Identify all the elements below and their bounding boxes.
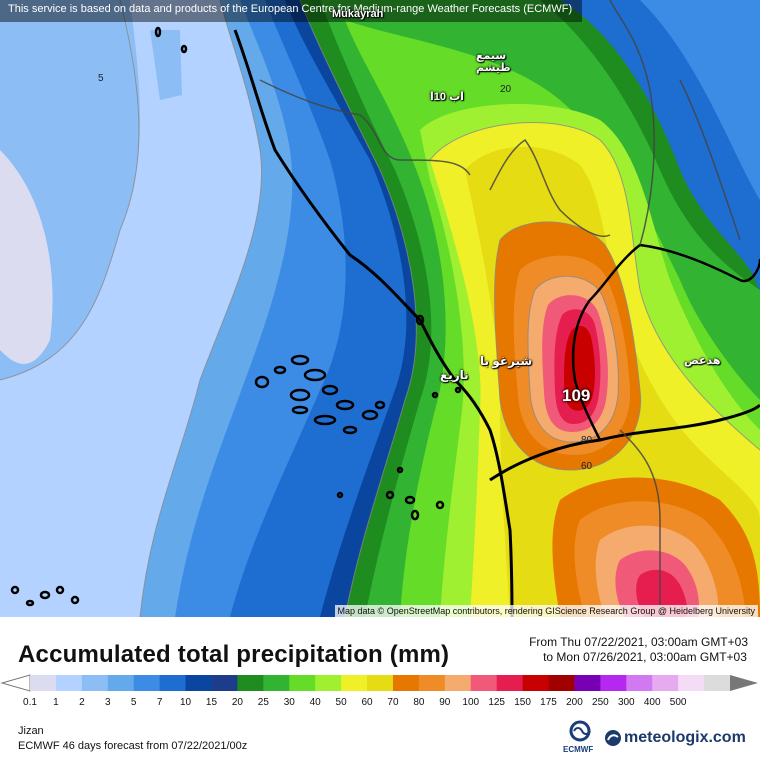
scale-arrow-right [730,675,758,691]
scale-swatch [704,675,731,691]
scale-swatch [289,675,316,691]
scale-tick-label: 175 [540,697,557,708]
scale-tick-label: 2 [79,697,85,708]
place-label-4: ناريغ [440,368,469,382]
scale-swatch [185,675,212,691]
scale-swatch [81,675,109,691]
scale-swatch [133,675,161,691]
legend-panel: Accumulated total precipitation (mm) Fro… [0,617,760,760]
scale-swatch [107,675,135,691]
scale-tick-label: 40 [309,697,321,708]
scale-swatch [574,675,601,691]
scale-swatch [55,675,83,691]
place-label-3: شيرغو با [480,354,533,368]
contour-label: 5 [98,73,104,84]
scale-tick-label: 300 [617,697,635,708]
scale-swatch [496,675,524,691]
color-scale-ticks: 0.1 1 2 3 5 7 10 15 20 25 30 40 50 60 70 80 90 100 125 150 1… [0,697,760,711]
scale-tick-label: 100 [462,697,480,708]
scale-tick-label: 250 [592,697,609,708]
scale-swatch [470,675,498,691]
scale-tick-label: 1 [53,697,59,708]
max-value-label: 109 [562,386,591,405]
precipitation-map[interactable]: This service is based on data and produc… [0,0,760,617]
scale-swatch [30,675,57,691]
scale-swatch [211,675,238,691]
scale-swatch [159,675,187,691]
location-label: Jizan [18,725,44,737]
map-attribution[interactable]: Map data © OpenStreetMap contributors, r… [334,605,758,617]
scale-tick-label: 90 [439,697,451,708]
scale-tick-label: 30 [283,697,295,708]
scale-swatch [444,675,472,691]
ecmwf-logo-text: ECMWF [563,745,594,754]
place-label-1: سيمع طيشم [476,50,511,74]
scale-tick-label: 7 [156,697,163,708]
scale-tick-label: 25 [257,697,269,708]
ecmwf-notice: This service is based on data and produc… [0,0,583,22]
meteologix-brand[interactable]: meteologix.com [624,729,746,746]
scale-tick-label: 10 [179,697,192,708]
scale-tick-label: 125 [488,697,505,708]
contour-label: 20 [500,84,512,95]
scale-tick-label: 3 [104,697,111,708]
scale-swatch [600,675,627,691]
scale-swatch [522,675,550,691]
scale-swatch [548,675,575,691]
scale-tick-label: 15 [205,697,218,708]
model-run-label: ECMWF 46 days forecast from 07/22/2021/0… [18,740,248,752]
place-label-5: هدعص [684,355,721,367]
scale-swatch [678,675,705,691]
scale-tick-label: 80 [413,697,425,708]
scale-arrow-left [0,674,31,692]
place-label-mukayrah: Mukayrah [332,8,384,20]
ecmwf-logo-icon [569,720,591,742]
scale-tick-label: 500 [669,697,687,708]
scale-swatch [263,675,290,691]
scale-swatch [315,675,342,691]
scale-tick-label: 20 [231,697,243,708]
scale-swatch [341,675,368,691]
scale-tick-label: 60 [361,697,373,708]
forecast-period: From Thu 07/22/2021, 03:00am GMT+03 to M… [529,635,748,665]
precipitation-field [0,0,760,617]
legend-title: Accumulated total precipitation (mm) [18,641,450,668]
scale-swatch [652,675,679,691]
scale-tick-label: 150 [514,697,531,708]
contour-label: 80 [581,435,593,446]
scale-swatch [626,675,653,691]
scale-swatch [392,675,420,691]
scale-swatch [367,675,394,691]
scale-tick-label: 5 [130,697,137,708]
scale-tick-label: 400 [643,697,661,708]
scale-swatch [237,675,264,691]
period-from: From Thu 07/22/2021, 03:00am GMT+03 [529,635,748,649]
contour-label: 60 [581,461,593,472]
scale-tick-label: 50 [335,697,347,708]
scale-tick-label: 70 [387,697,399,708]
meteologix-logo-icon [605,730,621,746]
color-scale-bar [0,674,758,692]
place-label-2: اب 10ا [430,91,464,103]
scale-tick-label: 200 [566,697,583,708]
period-to: to Mon 07/26/2021, 03:00am GMT+03 [543,650,747,664]
scale-swatch [418,675,446,691]
scale-tick-label: 0.1 [23,697,37,708]
